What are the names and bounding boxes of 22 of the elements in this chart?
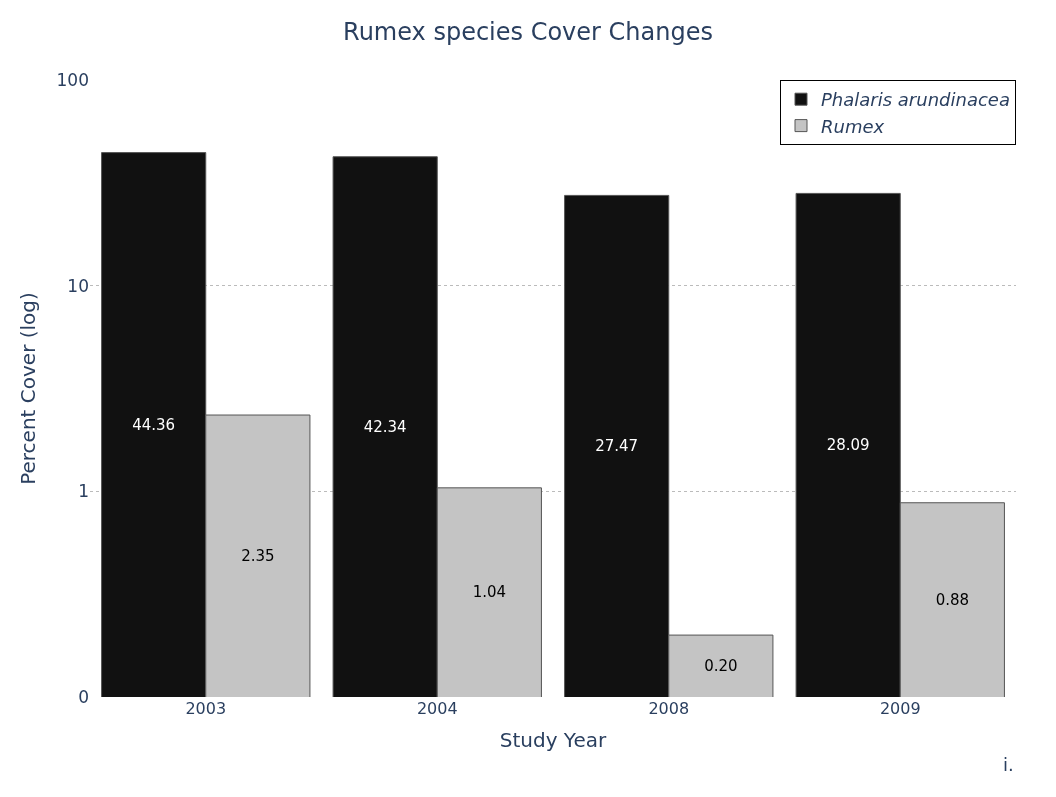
x-tick-label: 2003 bbox=[185, 699, 227, 718]
y-tick-label: 1 bbox=[78, 481, 89, 502]
x-tick-label: 2004 bbox=[416, 699, 458, 718]
y-tick-label: 10 bbox=[67, 275, 89, 296]
legend-label: Rumex bbox=[821, 115, 885, 137]
data-label: 0.20 bbox=[704, 657, 738, 676]
chart-title: Rumex species Cover Changes bbox=[343, 18, 713, 46]
data-label: 2.35 bbox=[241, 547, 275, 566]
y-tick-label: 0 bbox=[78, 686, 89, 707]
data-label: 1.04 bbox=[472, 583, 507, 602]
y-tick-label: 100 bbox=[56, 69, 89, 90]
data-label: 44.36 bbox=[132, 415, 176, 434]
x-tick-label: 2008 bbox=[648, 699, 690, 718]
data-label: 27.47 bbox=[595, 437, 639, 456]
x-tick-label: 2009 bbox=[879, 699, 921, 718]
x-axis-title: Study Year bbox=[499, 727, 607, 752]
data-label: 0.88 bbox=[935, 590, 970, 609]
y-axis-title: Percent Cover (log) bbox=[16, 292, 41, 485]
legend-label: Phalaris arundinacea bbox=[821, 89, 1010, 111]
data-label: 28.09 bbox=[826, 436, 870, 455]
data-label: 42.34 bbox=[363, 417, 407, 436]
text: i. bbox=[1003, 754, 1014, 775]
